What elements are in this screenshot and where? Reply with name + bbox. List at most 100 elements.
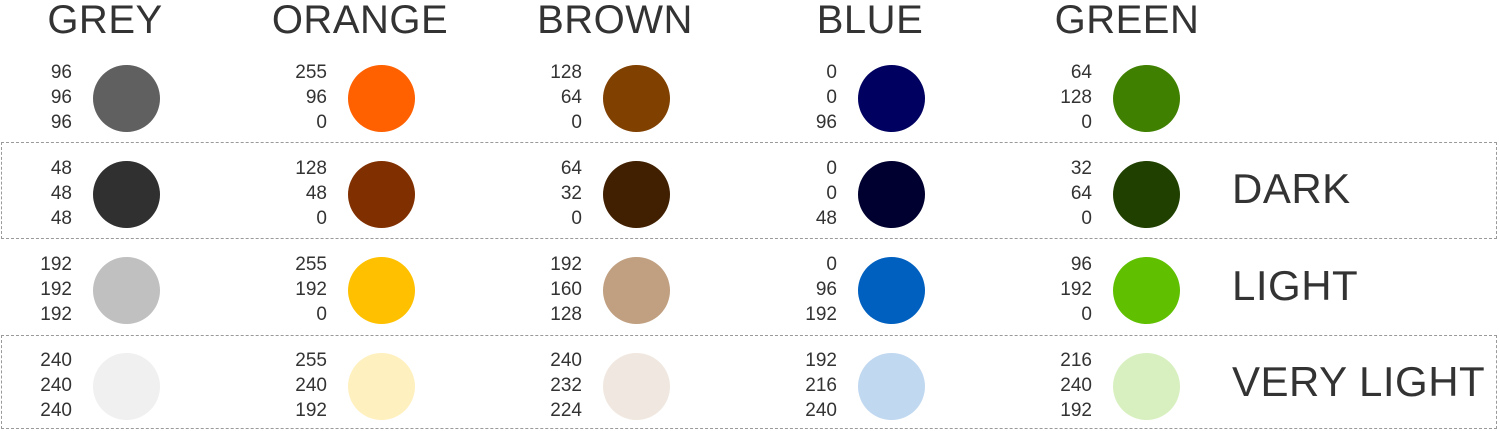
color-swatch [1113, 161, 1180, 228]
rgb-value: 192 [40, 279, 72, 300]
rgb-value: 48 [305, 183, 327, 204]
rgb-value: 96 [815, 112, 837, 133]
swatch-cell-blue: 0 96 192 [787, 252, 927, 332]
row-label-dark: DARK [1232, 165, 1351, 212]
color-swatch [93, 353, 160, 420]
color-swatch [348, 257, 415, 324]
rgb-value: 192 [805, 304, 837, 325]
color-swatch [603, 353, 670, 420]
swatch-cell-green: 216 240 192 [1042, 348, 1182, 428]
rgb-value: 240 [1060, 375, 1092, 396]
swatch-cell-grey: 192 192 192 [22, 252, 162, 332]
rgb-value: 192 [1060, 279, 1092, 300]
swatch-cell-orange: 255 240 192 [277, 348, 417, 428]
swatch-cell-blue: 0 0 48 [787, 156, 927, 236]
color-swatch [603, 65, 670, 132]
swatch-cell-green: 32 64 0 [1042, 156, 1182, 236]
rgb-value: 96 [815, 279, 837, 300]
rgb-value: 0 [316, 208, 327, 229]
rgb-value: 0 [826, 158, 837, 179]
swatch-cell-blue: 0 0 96 [787, 60, 927, 140]
rgb-values: 192 216 240 [787, 348, 837, 423]
rgb-values: 128 48 0 [277, 156, 327, 231]
rgb-value: 192 [295, 400, 327, 421]
swatch-cell-green: 64 128 0 [1042, 60, 1182, 140]
rgb-value: 32 [560, 183, 582, 204]
rgb-values: 96 96 96 [22, 60, 72, 135]
color-swatch [93, 257, 160, 324]
rgb-value: 96 [50, 62, 72, 83]
swatch-cell-orange: 255 192 0 [277, 252, 417, 332]
rgb-value: 96 [1070, 254, 1092, 275]
color-swatch [858, 65, 925, 132]
row-band-dark [1, 142, 1497, 239]
color-swatch [348, 353, 415, 420]
rgb-value: 160 [550, 279, 582, 300]
rgb-value: 255 [295, 62, 327, 83]
rgb-value: 0 [826, 62, 837, 83]
rgb-value: 0 [571, 112, 582, 133]
swatch-cell-blue: 192 216 240 [787, 348, 927, 428]
rgb-value: 240 [40, 375, 72, 396]
rgb-value: 64 [560, 158, 582, 179]
column-title-orange: ORANGE [271, 0, 449, 42]
rgb-value: 0 [316, 304, 327, 325]
rgb-values: 255 240 192 [277, 348, 327, 423]
rgb-values: 128 64 0 [532, 60, 582, 135]
rgb-value: 216 [805, 375, 837, 396]
rgb-value: 64 [1070, 62, 1092, 83]
column-title-blue: BLUE [816, 0, 924, 42]
color-swatch [858, 161, 925, 228]
rgb-values: 0 0 48 [787, 156, 837, 231]
color-swatch [93, 161, 160, 228]
column-title-green: GREEN [1054, 0, 1200, 42]
rgb-value: 48 [50, 158, 72, 179]
rgb-value: 240 [295, 375, 327, 396]
swatch-cell-green: 96 192 0 [1042, 252, 1182, 332]
swatch-cell-grey: 240 240 240 [22, 348, 162, 428]
rgb-value: 216 [1060, 350, 1092, 371]
rgb-value: 0 [1081, 208, 1092, 229]
rgb-value: 32 [1070, 158, 1092, 179]
swatch-cell-brown: 64 32 0 [532, 156, 672, 236]
color-swatch [93, 65, 160, 132]
rgb-value: 192 [805, 350, 837, 371]
rgb-value: 0 [316, 112, 327, 133]
row-label-very-light: VERY LIGHT [1232, 358, 1486, 405]
rgb-values: 0 96 192 [787, 252, 837, 327]
rgb-values: 255 192 0 [277, 252, 327, 327]
rgb-value: 64 [1070, 183, 1092, 204]
swatch-cell-orange: 128 48 0 [277, 156, 417, 236]
rgb-value: 240 [40, 400, 72, 421]
rgb-values: 0 0 96 [787, 60, 837, 135]
rgb-values: 64 32 0 [532, 156, 582, 231]
row-band-very-light [1, 335, 1497, 429]
rgb-value: 224 [550, 400, 582, 421]
column-title-brown: BROWN [537, 0, 693, 42]
rgb-value: 192 [550, 254, 582, 275]
rgb-value: 240 [805, 400, 837, 421]
color-swatch [1113, 257, 1180, 324]
rgb-value: 192 [295, 279, 327, 300]
rgb-value: 48 [50, 183, 72, 204]
rgb-value: 128 [1060, 87, 1092, 108]
rgb-values: 96 192 0 [1042, 252, 1092, 327]
rgb-value: 240 [40, 350, 72, 371]
rgb-value: 192 [1060, 400, 1092, 421]
swatch-cell-grey: 48 48 48 [22, 156, 162, 236]
rgb-value: 232 [550, 375, 582, 396]
rgb-value: 0 [826, 183, 837, 204]
rgb-value: 0 [1081, 112, 1092, 133]
rgb-value: 0 [826, 87, 837, 108]
color-swatch [858, 353, 925, 420]
rgb-value: 0 [1081, 304, 1092, 325]
rgb-value: 48 [815, 208, 837, 229]
rgb-values: 255 96 0 [277, 60, 327, 135]
rgb-values: 240 240 240 [22, 348, 72, 423]
column-title-grey: GREY [47, 0, 163, 42]
rgb-values: 240 232 224 [532, 348, 582, 423]
color-swatch [348, 161, 415, 228]
color-swatch [1113, 65, 1180, 132]
rgb-value: 240 [550, 350, 582, 371]
